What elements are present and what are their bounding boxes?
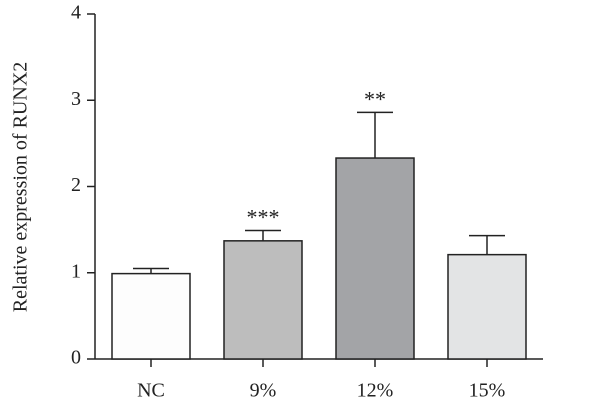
bars: ***** xyxy=(111,86,527,360)
bar-12pct xyxy=(335,157,415,360)
y-tick-label: 0 xyxy=(71,347,81,369)
y-ticks: 0 1 2 3 4 xyxy=(71,2,95,369)
y-tick-label: 3 xyxy=(71,88,81,110)
bar-9pct xyxy=(223,240,303,360)
x-tick-label: NC xyxy=(137,380,165,402)
bar-nc xyxy=(111,272,191,360)
bar-15pct xyxy=(447,253,527,360)
x-tick-label: 12% xyxy=(357,380,394,402)
y-axis-title: Relative expression of RUNX2 xyxy=(10,62,32,313)
y-tick-label: 4 xyxy=(71,2,81,24)
y-tick-label: 2 xyxy=(71,174,81,196)
x-tick-label: 15% xyxy=(469,380,506,402)
significance-label: ** xyxy=(364,86,386,111)
significance-label: *** xyxy=(247,204,280,229)
x-tick-label: 9% xyxy=(250,380,277,402)
y-tick-label: 1 xyxy=(71,260,81,282)
x-ticks: NC 9% 12% 15% xyxy=(137,359,505,402)
